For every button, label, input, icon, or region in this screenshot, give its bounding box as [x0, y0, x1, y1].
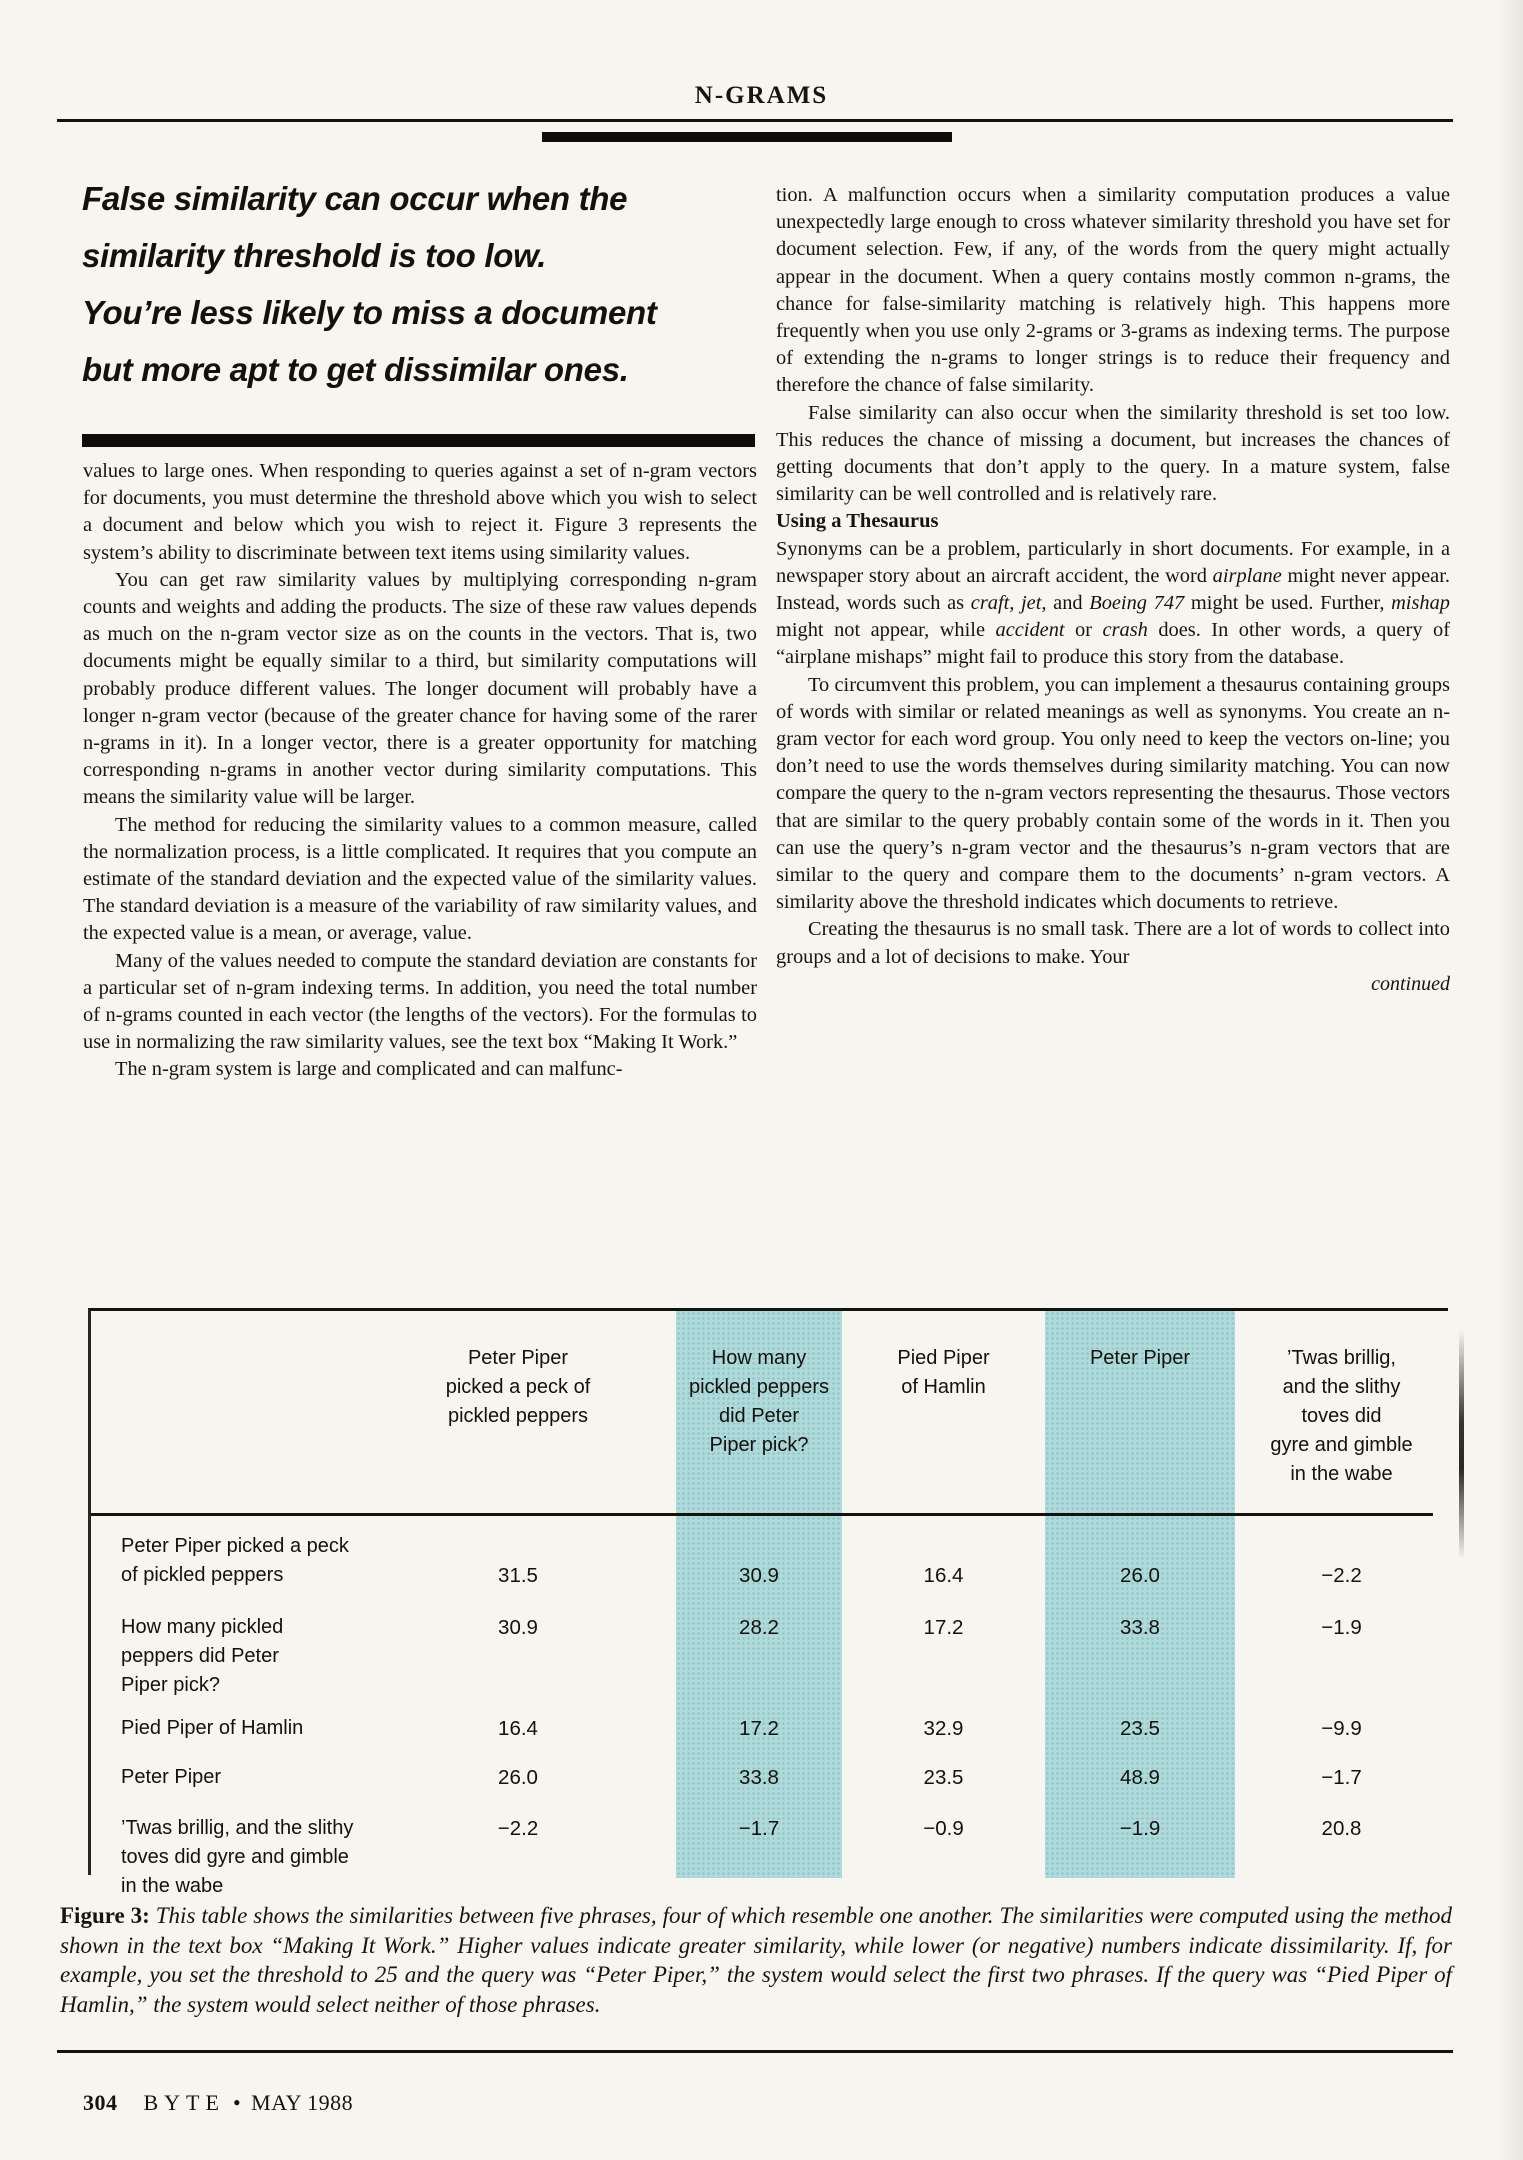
cell-value: 30.9 — [739, 1564, 779, 1587]
cell-value: 33.8 — [739, 1766, 779, 1789]
cell-value: 31.5 — [498, 1564, 538, 1587]
page-number: 304 — [83, 2090, 118, 2115]
cell-value: −2.2 — [497, 1817, 539, 1840]
row-label: Peter Piper — [121, 1766, 222, 1788]
paragraph: The n-gram system is large and complicat… — [115, 1058, 623, 1081]
cell-value: −1.7 — [738, 1817, 780, 1840]
cell-value: 32.9 — [923, 1717, 964, 1740]
highlight-column-stripe — [676, 1311, 842, 1878]
paragraph: You can get raw similarity values by mul… — [83, 568, 757, 809]
cell-value: −2.2 — [1321, 1564, 1362, 1587]
cell-value: −1.7 — [1321, 1766, 1362, 1789]
paragraph: Many of the values needed to compute the… — [83, 949, 757, 1054]
paragraph: Creating the thesaurus is no small task.… — [776, 918, 1450, 968]
cell-value: 28.2 — [739, 1616, 779, 1639]
page-edge-shade — [1497, 0, 1523, 2160]
paragraph: The method for reducing the similarity v… — [83, 813, 757, 945]
paragraph: Synonyms can be a problem, particularly … — [776, 537, 1450, 669]
table-row: Peter Piper 26.0 33.8 23.5 48.9 −1.7 — [91, 1763, 1448, 1792]
column-header: ’Twas brillig, and the slithy toves did … — [1270, 1347, 1413, 1485]
cell-value: −1.9 — [1321, 1616, 1362, 1639]
cell-value: 26.0 — [1120, 1564, 1160, 1587]
header-underline — [91, 1513, 1433, 1516]
left-column: values to large ones. When responding to… — [83, 458, 757, 1084]
continued-marker: continued — [1371, 972, 1450, 995]
cell-value: 17.2 — [923, 1616, 964, 1639]
cell-value: 23.5 — [1120, 1717, 1160, 1740]
cell-value: 33.8 — [1120, 1616, 1160, 1639]
pull-quote: False similarity can occur when the simi… — [82, 180, 657, 388]
issue-date: MAY 1988 — [251, 2090, 354, 2115]
footer: 304 BYTE • MAY 1988 — [83, 2090, 353, 2116]
paragraph: To circumvent this problem, you can impl… — [776, 673, 1450, 914]
cell-value: 16.4 — [923, 1564, 964, 1587]
page-curl-artifact — [1459, 1330, 1464, 1560]
cell-value: 23.5 — [923, 1766, 964, 1789]
highlight-column-stripe — [1045, 1311, 1235, 1878]
cell-value: 26.0 — [498, 1766, 538, 1789]
table-header-row: Peter Piper picked a peck of pickled pep… — [91, 1311, 1448, 1489]
cell-value: 30.9 — [498, 1616, 538, 1639]
cell-value: −9.9 — [1321, 1717, 1362, 1740]
column-header: Peter Piper picked a peck of pickled pep… — [445, 1347, 591, 1427]
footer-bullet: • — [232, 2090, 242, 2115]
magazine-name: BYTE — [143, 2090, 225, 2115]
table-row: ’Twas brillig, and the slithy toves did … — [91, 1814, 1448, 1901]
cell-value: −1.9 — [1119, 1817, 1161, 1840]
cell-value: 48.9 — [1120, 1766, 1160, 1789]
page-title: N-GRAMS — [694, 82, 829, 109]
column-header: How many pickled peppers did Peter Piper… — [688, 1347, 830, 1456]
caption-rule — [57, 2050, 1453, 2053]
paragraph: tion. A malfunction occurs when a simila… — [776, 184, 1450, 397]
title-accent-bar — [542, 132, 952, 142]
right-column: tion. A malfunction occurs when a simila… — [776, 182, 1450, 998]
column-header — [91, 1344, 360, 1489]
table-row: Pied Piper of Hamlin 16.4 17.2 32.9 23.5… — [91, 1714, 1448, 1743]
cell-value: 16.4 — [498, 1717, 538, 1740]
row-label: ’Twas brillig, and the slithy toves did … — [121, 1817, 354, 1897]
column-header: Peter Piper — [1089, 1347, 1191, 1369]
header-rule — [57, 119, 1453, 122]
row-label: Pied Piper of Hamlin — [121, 1717, 304, 1739]
table-row: Peter Piper picked a peck of pickled pep… — [91, 1532, 1448, 1590]
paragraph: values to large ones. When responding to… — [83, 460, 757, 564]
row-label: How many pickled peppers did Peter Piper… — [121, 1616, 284, 1696]
row-label: Peter Piper picked a peck of pickled pep… — [121, 1535, 349, 1586]
figure-caption: Figure 3: This table shows the similarit… — [60, 1903, 1452, 2017]
table-row: How many pickled peppers did Peter Piper… — [91, 1613, 1448, 1700]
cell-value: 20.8 — [1321, 1817, 1362, 1840]
paragraph: False similarity can also occur when the… — [776, 401, 1450, 506]
section-heading: Using a Thesaurus — [776, 510, 939, 533]
figure-table: Peter Piper picked a peck of pickled pep… — [88, 1308, 1448, 1897]
pull-quote-rule — [82, 434, 755, 447]
column-header: Pied Piper of Hamlin — [897, 1347, 990, 1398]
cell-value: −0.9 — [923, 1817, 964, 1840]
cell-value: 17.2 — [739, 1717, 779, 1740]
